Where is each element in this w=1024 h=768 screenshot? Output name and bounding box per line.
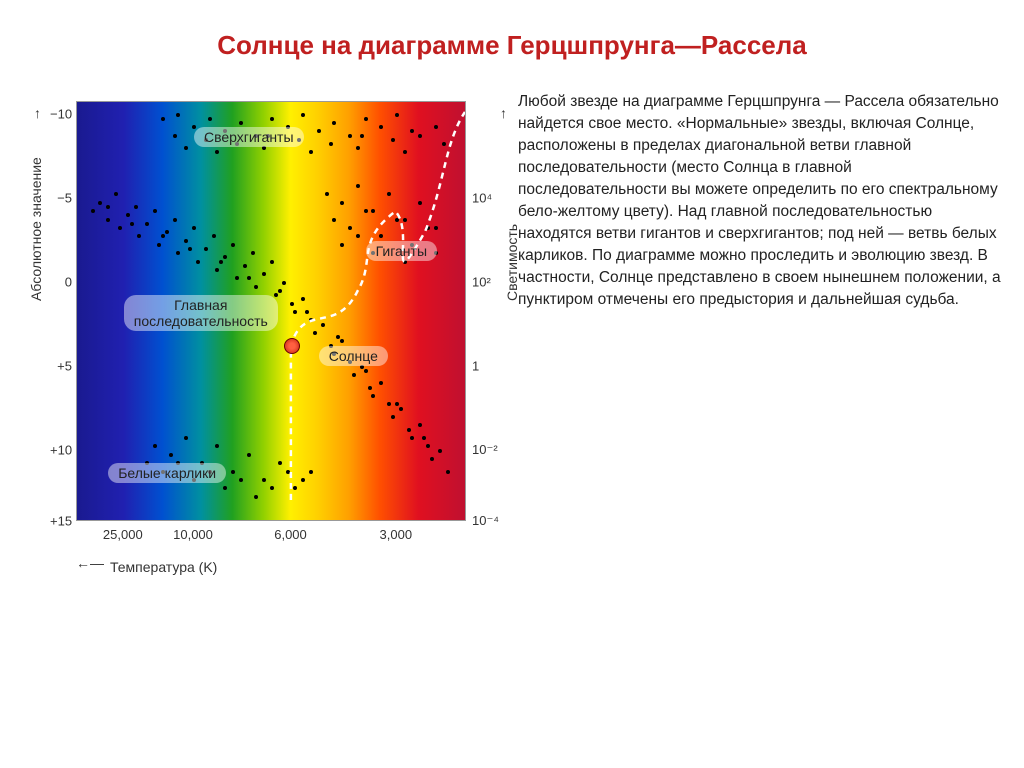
arrow-left-icon: ←— (76, 555, 104, 571)
plot-area: СверхгигантыГигантыГлавнаяпоследовательн… (76, 101, 466, 521)
sun-marker (284, 338, 300, 354)
description-text: Любой звезде на диаграмме Герцшпрунга — … (518, 81, 1004, 611)
hr-diagram: Абсолютное значение ↑ СверхгигантыГигант… (20, 81, 500, 611)
x-axis-label: Температура (K) (110, 559, 217, 575)
page-title: Солнце на диаграмме Герцшпрунга—Рассела (0, 0, 1024, 71)
y-left-label: Абсолютное значение (28, 157, 44, 301)
arrow-up-left-icon: ↑ (34, 105, 41, 121)
content-row: Абсолютное значение ↑ СверхгигантыГигант… (0, 71, 1024, 631)
arrow-up-right-icon: ↑ (500, 105, 507, 121)
y-right-label: Светимость (504, 224, 520, 301)
